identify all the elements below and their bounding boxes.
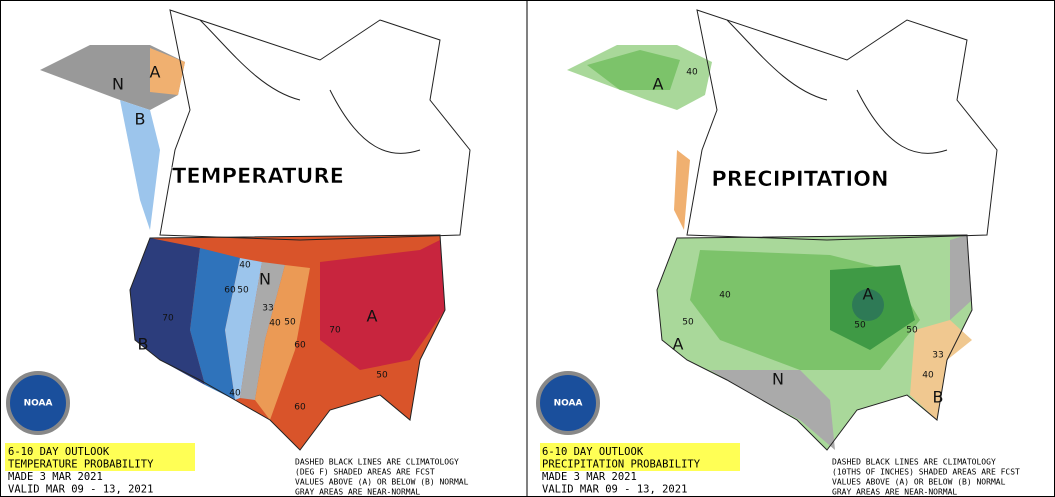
us-slight-below <box>225 258 262 400</box>
alaska-above <box>150 48 185 95</box>
canada-outline <box>686 9 998 241</box>
note-line: DASHED BLACK LINES ARE CLIMATOLOGY <box>832 458 996 467</box>
map-label: 50 <box>376 371 388 381</box>
outlook-line: 6-10 DAY OUTLOOK <box>542 446 644 458</box>
us-much-below <box>130 238 205 385</box>
outlook-box <box>5 443 195 471</box>
us-below <box>910 320 972 420</box>
us-peak-above <box>852 289 884 321</box>
us-outline <box>129 234 446 451</box>
map-label: 70 <box>329 326 341 336</box>
map-label: 40 <box>922 371 934 381</box>
map-title: PRECIPITATION <box>711 167 888 191</box>
map-label: 40 <box>229 389 241 399</box>
note-line: GRAY AREAS ARE NEAR-NORMAL <box>295 488 420 497</box>
map-label: 60 <box>224 286 236 296</box>
map-label: 40 <box>686 68 698 78</box>
note-line: DASHED BLACK LINES ARE CLIMATOLOGY <box>295 458 459 467</box>
map-label: N <box>259 270 271 289</box>
noaa-logo <box>536 371 600 435</box>
map-label: A <box>150 63 161 82</box>
note-line: VALUES ABOVE (A) OR BELOW (B) NORMAL <box>295 478 469 487</box>
note-line: VALUES ABOVE (A) OR BELOW (B) NORMAL <box>832 478 1006 487</box>
alaska-gray <box>40 45 185 110</box>
map-label: 33 <box>932 351 943 361</box>
outlook-line: MADE 3 MAR 2021 <box>8 471 103 483</box>
us-slight-above <box>255 265 310 420</box>
note-line: GRAY AREAS ARE NEAR-NORMAL <box>832 488 957 497</box>
note-line: (DEG F) SHADED AREAS ARE FCST <box>295 468 435 477</box>
outlook-line: PRECIPITATION PROBABILITY <box>542 459 701 471</box>
outlook-line: TEMPERATURE PROBABILITY <box>8 459 154 471</box>
map-label: 50 <box>854 321 866 331</box>
outlook-line: 6-10 DAY OUTLOOK <box>8 446 110 458</box>
coastline <box>726 19 948 154</box>
us-outline <box>656 234 973 451</box>
logo-text: NOAA <box>554 399 583 409</box>
map-label: 50 <box>284 318 296 328</box>
coastline <box>199 19 421 154</box>
outlook-line: VALID MAR 09 - 13, 2021 <box>542 484 687 496</box>
canada-outline <box>159 9 471 241</box>
map-label: A <box>367 307 378 326</box>
map-label: B <box>138 335 149 354</box>
us-normal-ne <box>950 235 972 320</box>
map-label: N <box>772 370 784 389</box>
outlook-line: MADE 3 MAR 2021 <box>542 471 637 483</box>
map-label: 50 <box>682 318 694 328</box>
us-normal <box>240 262 285 400</box>
map-title: TEMPERATURE <box>172 164 344 188</box>
logo-text: NOAA <box>24 399 53 409</box>
map-label: B <box>135 110 146 129</box>
map-label: A <box>653 75 664 94</box>
map-label: 50 <box>237 286 249 296</box>
precipitation-map <box>536 9 998 471</box>
map-label: 33 <box>262 304 273 314</box>
map-label: 40 <box>719 291 731 301</box>
map-label: A <box>673 335 684 354</box>
coast-below <box>120 100 160 230</box>
map-label: 40 <box>239 261 251 271</box>
map-label: 50 <box>906 326 918 336</box>
us-much-above <box>320 240 445 370</box>
noaa-logo <box>6 371 70 435</box>
outlook-line: VALID MAR 09 - 13, 2021 <box>8 484 153 496</box>
map-label: N <box>112 75 124 94</box>
map-label: 70 <box>162 314 174 324</box>
map-label: B <box>933 388 944 407</box>
us-below <box>190 248 240 400</box>
map-label: 40 <box>269 319 281 329</box>
map-label: 60 <box>294 403 306 413</box>
temperature-map <box>5 9 471 471</box>
alaska-more-above <box>587 50 680 90</box>
note-line: (10THS OF INCHES) SHADED AREAS ARE FCST <box>832 468 1020 477</box>
us-normal-sw <box>710 370 835 450</box>
map-label: 60 <box>294 341 306 351</box>
outlook-box <box>540 443 740 471</box>
coast-below <box>674 150 690 230</box>
map-label: A <box>863 285 874 304</box>
